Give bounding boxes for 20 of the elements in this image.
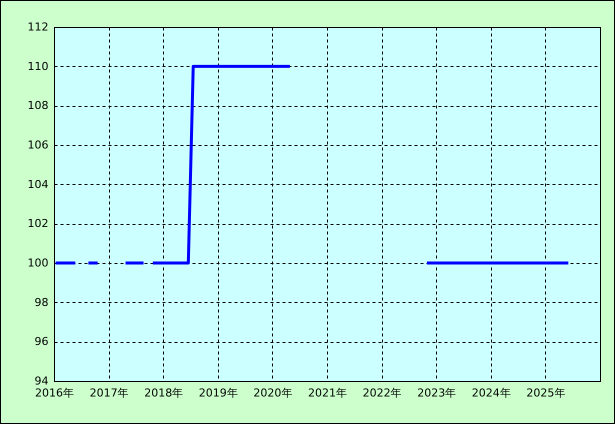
x-tick-label: 2017年 <box>90 386 129 400</box>
x-tick-label: 2024年 <box>472 386 511 400</box>
y-tick-label: 96 <box>34 335 48 348</box>
x-tick-label: 2016年 <box>35 386 74 400</box>
x-tick-label: 2023年 <box>417 386 456 400</box>
x-tick-label: 2022年 <box>362 386 402 400</box>
x-tick-label: 2021年 <box>308 386 347 400</box>
y-tick-label: 94 <box>34 374 48 388</box>
y-tick-label: 110 <box>28 60 48 73</box>
y-tick-label: 108 <box>28 99 48 112</box>
y-tick-label: 98 <box>34 296 48 309</box>
x-tick-label: 2019年 <box>198 386 238 400</box>
y-tick-label: 104 <box>28 178 48 191</box>
y-tick-label: 100 <box>28 256 48 270</box>
x-tick-label: 2020年 <box>253 386 292 400</box>
x-tick-label: 2018年 <box>144 386 184 400</box>
y-tick-label: 112 <box>28 20 48 34</box>
x-tick-label: 2025年 <box>526 386 566 400</box>
y-tick-label: 106 <box>28 138 48 152</box>
y-tick-label: 102 <box>28 217 48 230</box>
